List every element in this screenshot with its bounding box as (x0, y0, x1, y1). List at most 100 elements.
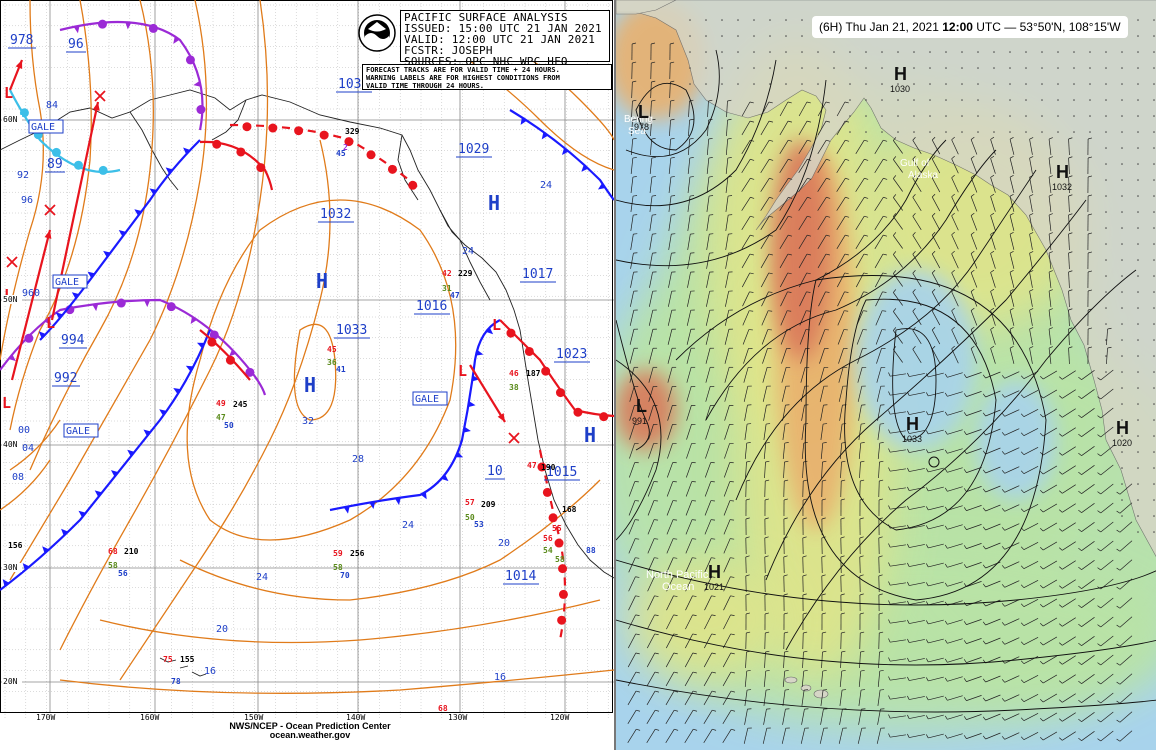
station-value: 45 (327, 345, 337, 354)
high-center-label: H (304, 373, 316, 397)
land-dot (705, 35, 707, 37)
wind-barb-tick (670, 61, 675, 64)
wind-barb (666, 462, 674, 478)
land-dot (721, 67, 723, 69)
wind-barb-tick (1009, 212, 1014, 216)
wind-barb-tick (944, 715, 948, 720)
wind-barb-tick (844, 272, 849, 275)
wind-barb-tick (1020, 470, 1025, 474)
wind-barb (666, 500, 674, 516)
wind-barb-tick (951, 269, 955, 274)
wind-barb-tick (635, 614, 640, 616)
wind-barb (947, 467, 963, 473)
land-dot (1153, 339, 1155, 341)
wind-barb-tick (1001, 432, 1006, 436)
wind-barb-tick (655, 728, 660, 731)
wind-barb (783, 461, 785, 479)
wind-barb (819, 367, 825, 383)
land-dot (993, 131, 995, 133)
front-triangle (455, 451, 464, 458)
wind-barb-tick (1116, 605, 1121, 609)
wind-barb-tick (864, 234, 869, 237)
wind-barb (858, 405, 862, 421)
wind-barb (951, 158, 959, 174)
wind-barb-tick (982, 374, 986, 379)
wind-barb (1048, 253, 1052, 269)
wind-barb (667, 291, 673, 307)
valid-time-bar[interactable]: (6H) Thu Jan 21, 2021 12:00 UTC — 53°50'… (812, 16, 1128, 38)
wind-barb-tick (907, 695, 910, 700)
wind-barb-tick (1078, 547, 1082, 551)
wind-barb-tick (845, 196, 850, 199)
front-triangle (185, 365, 194, 372)
front-triangle (196, 342, 205, 349)
wind-barb-tick (859, 593, 864, 596)
wind-barb (801, 690, 805, 706)
wind-barb (1004, 580, 1020, 588)
wind-barb (1023, 390, 1039, 398)
wind-barb-tick (888, 733, 891, 738)
land-dot (1105, 179, 1107, 181)
wind-barb-tick (931, 174, 936, 179)
wind-barb-tick (841, 460, 846, 463)
wind-barb-tick (925, 392, 929, 397)
wind-barb (1009, 139, 1015, 155)
high-center-label: H (584, 423, 596, 447)
wind-barb-tick (841, 650, 846, 653)
wind-barb-tick (1009, 326, 1014, 330)
land-dot (977, 115, 979, 117)
wind-barb-tick (883, 139, 888, 142)
land-dot (1105, 275, 1107, 277)
land-dot (961, 83, 963, 85)
wind-barb (1042, 579, 1058, 589)
wind-barb-tick (893, 270, 897, 274)
wind-barb-tick (963, 412, 967, 416)
wind-barb-tick (982, 393, 986, 398)
land-dot (945, 99, 947, 101)
land-dot (1025, 51, 1027, 53)
wind-barb (800, 367, 806, 383)
gale-label: GALE (415, 394, 439, 405)
wind-barb-tick (844, 120, 850, 123)
wind-barb-tick (825, 291, 830, 293)
wind-barb-tick (823, 423, 828, 425)
land-dot (785, 67, 787, 69)
wind-barb-tick (785, 689, 790, 691)
wind-barb-tick (1029, 137, 1034, 140)
wind-barb-tick (840, 517, 845, 520)
wind-barb (1048, 348, 1052, 364)
land-dot (1153, 67, 1155, 69)
wind-barb (931, 329, 941, 345)
wind-barb-tick (750, 215, 755, 218)
wind-barb-tick (1020, 508, 1025, 512)
model-isobar (616, 559, 1156, 606)
land-dot (1121, 355, 1123, 357)
longitude-label: 140W (346, 713, 365, 722)
model-isobars (616, 49, 1156, 713)
wind-barb (725, 253, 729, 269)
wind-barb (1081, 674, 1095, 684)
land-dot (1105, 243, 1107, 245)
wind-barb-tick (888, 638, 891, 643)
wind-barb (726, 100, 728, 118)
wind-barb-tick (727, 157, 732, 159)
land-dot (785, 83, 787, 85)
wind-barb-tick (861, 423, 866, 425)
front-semicircle (19, 108, 29, 118)
island (800, 684, 812, 692)
land-dot (1009, 67, 1011, 69)
note-line: WARNING LABELS ARE FOR HIGHEST CONDITION… (366, 74, 560, 82)
wind-barb (647, 595, 655, 611)
wind-barb (1042, 655, 1058, 665)
front-semicircle (97, 19, 107, 29)
wind-barb-tick (1009, 155, 1014, 159)
wind-barb (928, 695, 944, 701)
wind-barb (781, 367, 787, 383)
wind-barb-tick (1029, 232, 1034, 235)
lat-label-bg (2, 440, 22, 449)
wind-barb-tick (825, 120, 831, 123)
wind-barb (966, 524, 982, 530)
wind-barb (928, 391, 944, 397)
wind-barb (802, 461, 804, 479)
land-dot (769, 35, 771, 37)
